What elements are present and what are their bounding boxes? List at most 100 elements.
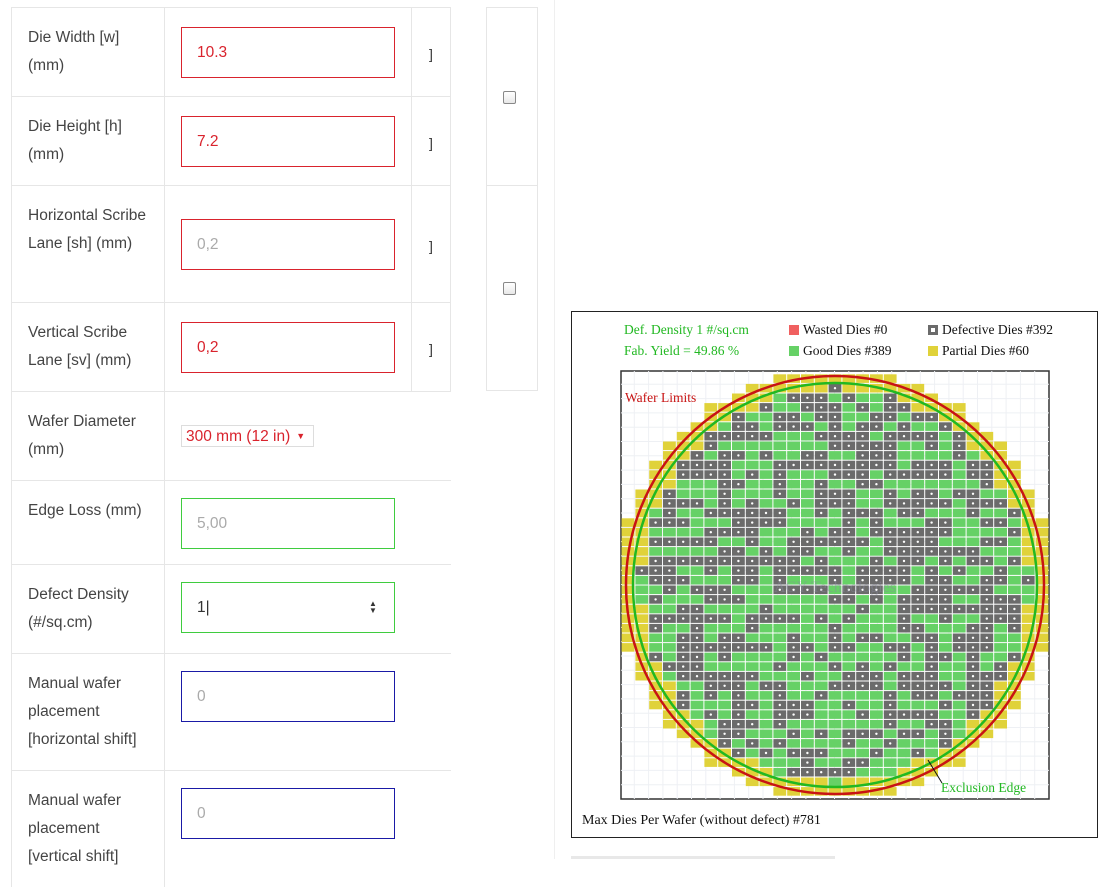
- defect-dot: [902, 531, 906, 534]
- defect-dot: [709, 617, 712, 620]
- defect-dot: [723, 502, 726, 505]
- partial-die: [952, 758, 966, 767]
- partial-die: [870, 787, 883, 796]
- manual-v-input[interactable]: 0: [181, 788, 395, 839]
- good-die: [635, 595, 649, 604]
- defect-dot: [778, 483, 781, 486]
- defect-dot: [737, 598, 740, 601]
- good-die: [939, 441, 952, 451]
- defect-dot: [806, 406, 809, 409]
- partial-die: [897, 767, 911, 777]
- defect-dot: [902, 540, 906, 543]
- good-die: [870, 604, 883, 614]
- defect-dot: [682, 694, 685, 697]
- defect-dot: [723, 655, 726, 659]
- good-die: [883, 479, 897, 489]
- defect-dot: [999, 665, 1002, 668]
- die-height-input[interactable]: 7.2: [181, 116, 395, 167]
- defect-dot: [737, 675, 740, 678]
- defect-dot: [792, 396, 795, 399]
- good-die: [814, 547, 828, 556]
- defect-dot: [889, 492, 892, 495]
- partial-die: [925, 767, 938, 777]
- defect-dot: [944, 703, 947, 707]
- defect-dot: [833, 502, 837, 505]
- good-die: [676, 681, 690, 691]
- good-die: [952, 470, 966, 479]
- defect-dot: [792, 617, 795, 620]
- edge-loss-input[interactable]: 5,00: [181, 498, 395, 549]
- good-die: [828, 508, 842, 518]
- good-die: [704, 623, 718, 633]
- die-width-input[interactable]: 10.3: [181, 27, 395, 78]
- defect-dot: [723, 588, 726, 591]
- good-die: [856, 393, 869, 403]
- defect-density-input[interactable]: 1| ▲ ▼: [181, 582, 395, 633]
- wafer-diameter-select[interactable]: 300 mm (12 in) ▼: [181, 425, 314, 447]
- good-die: [925, 739, 938, 748]
- defect-dot: [944, 588, 947, 591]
- good-die: [952, 595, 966, 604]
- defect-dot: [875, 483, 878, 486]
- good-die: [814, 662, 828, 671]
- defect-dot: [861, 569, 864, 572]
- good-die: [870, 758, 883, 767]
- good-die: [745, 729, 759, 739]
- defect-dot: [668, 617, 671, 620]
- defect-dot: [833, 646, 837, 649]
- defect-dot: [944, 723, 947, 726]
- defect-dot: [820, 435, 823, 438]
- good-die: [773, 537, 787, 547]
- good-die: [856, 614, 869, 623]
- good-die: [814, 470, 828, 479]
- good-die: [718, 537, 731, 547]
- number-stepper-icon[interactable]: ▲ ▼: [369, 599, 377, 615]
- lock-dimensions-checkbox[interactable]: [503, 91, 516, 104]
- defect-dot: [833, 415, 837, 419]
- partial-die: [911, 403, 925, 412]
- defect-dot: [709, 646, 712, 649]
- defect-dot: [806, 703, 809, 707]
- partial-die: [1035, 633, 1049, 643]
- defect-dot: [875, 684, 878, 687]
- defect-dot: [709, 540, 712, 543]
- defect-dot: [668, 540, 671, 543]
- defect-dot: [930, 531, 933, 534]
- defect-dot: [737, 723, 740, 726]
- defect-dot: [930, 492, 933, 495]
- good-die: [883, 556, 897, 566]
- column-divider: [554, 0, 555, 859]
- v-scribe-input[interactable]: 0,2: [181, 322, 395, 373]
- good-die: [897, 633, 911, 643]
- good-die: [828, 739, 842, 748]
- partial-die: [635, 527, 649, 537]
- defect-dot: [751, 540, 754, 543]
- good-die: [856, 489, 869, 499]
- defect-density-label: Defect Density (#/sq.cm): [11, 565, 165, 653]
- defect-dot: [916, 684, 919, 687]
- defect-dot: [875, 454, 878, 457]
- defect-dot: [916, 732, 919, 735]
- good-die: [787, 508, 800, 518]
- good-die: [883, 604, 897, 614]
- good-die: [787, 681, 800, 691]
- defect-dot: [723, 463, 726, 467]
- good-die: [952, 700, 966, 710]
- partial-die: [1008, 691, 1021, 700]
- defect-dot: [902, 511, 906, 515]
- defect-dot: [930, 607, 933, 611]
- good-die: [787, 758, 800, 767]
- defect-dot: [861, 684, 864, 687]
- defect-dot: [778, 415, 781, 419]
- defect-dot: [792, 569, 795, 572]
- good-die: [704, 662, 718, 671]
- defect-dot: [944, 742, 947, 745]
- h-scribe-input[interactable]: 0,2: [181, 219, 395, 270]
- partial-die: [676, 729, 690, 739]
- lock-scribe-checkbox[interactable]: [503, 282, 516, 295]
- partial-die: [773, 383, 787, 393]
- partial-die: [759, 393, 773, 403]
- die-grid: [621, 374, 1049, 796]
- manual-h-input[interactable]: 0: [181, 671, 395, 722]
- defect-dot: [833, 684, 837, 687]
